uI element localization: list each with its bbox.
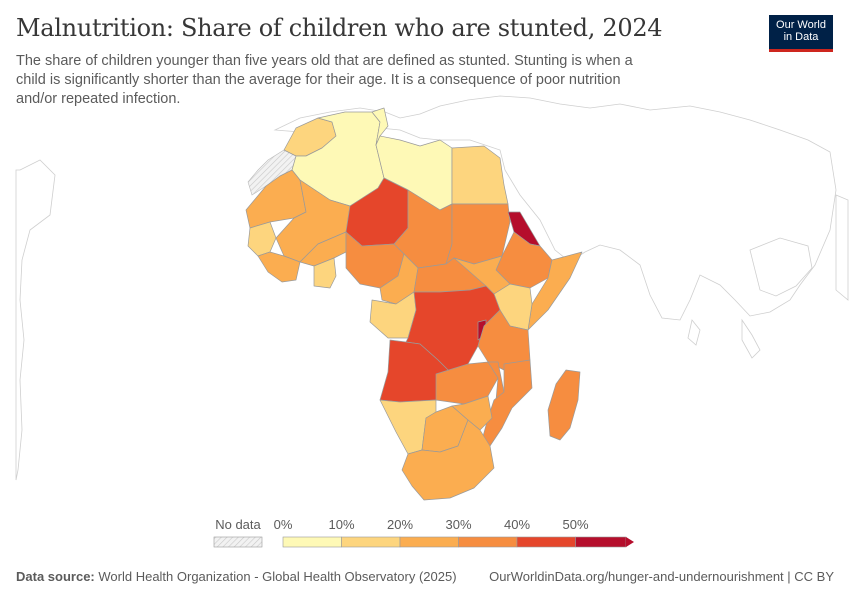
country-democratic-republic-of-congo[interactable]: [405, 285, 501, 373]
chart-title: Malnutrition: Share of children who are …: [16, 14, 663, 42]
legend-no-data-swatch: [213, 536, 263, 548]
country-ghana[interactable]: [313, 257, 337, 289]
legend-bin-5[interactable]: [575, 536, 627, 548]
country-senegal[interactable]: [247, 221, 277, 257]
logo-line-1: Our World: [776, 19, 826, 31]
legend-bin-2[interactable]: [399, 536, 459, 548]
country-zambia[interactable]: [435, 361, 499, 405]
footer-source: Data source: World Health Organization -…: [16, 569, 457, 584]
legend: No data 0% 10% 20% 30% 40% 50%: [213, 517, 634, 548]
source-text[interactable]: World Health Organization - Global Healt…: [98, 569, 457, 584]
country-madagascar[interactable]: [547, 369, 581, 441]
background-land: [15, 95, 849, 481]
legend-tick-label: 40%: [504, 517, 530, 532]
legend-arrow-tip: [626, 537, 634, 547]
country-sudan[interactable]: [445, 203, 511, 265]
chart-subtitle: The share of children younger than five …: [16, 53, 633, 107]
country-guinea[interactable]: [257, 251, 301, 283]
legend-no-data-label: No data: [215, 517, 261, 532]
legend-bin-4[interactable]: [516, 536, 576, 548]
logo-line-2: in Data: [783, 31, 819, 43]
legend-tick-label: 0%: [274, 517, 293, 532]
legend-bin-3[interactable]: [458, 536, 518, 548]
legend-bin-1[interactable]: [341, 536, 401, 548]
legend-bin-0[interactable]: [282, 536, 342, 548]
legend-tick-label: 10%: [328, 517, 354, 532]
country-somalia[interactable]: [527, 251, 583, 331]
legend-tick-label: 30%: [445, 517, 471, 532]
legend-tick-label: 20%: [387, 517, 413, 532]
footer-url[interactable]: OurWorldinData.org/hunger-and-undernouri…: [489, 569, 834, 584]
owid-logo[interactable]: Our World in Data: [769, 15, 833, 52]
source-label: Data source:: [16, 569, 95, 584]
country-south-africa[interactable]: [401, 419, 495, 501]
legend-tick-label: 50%: [562, 517, 588, 532]
country-egypt[interactable]: [451, 145, 509, 205]
